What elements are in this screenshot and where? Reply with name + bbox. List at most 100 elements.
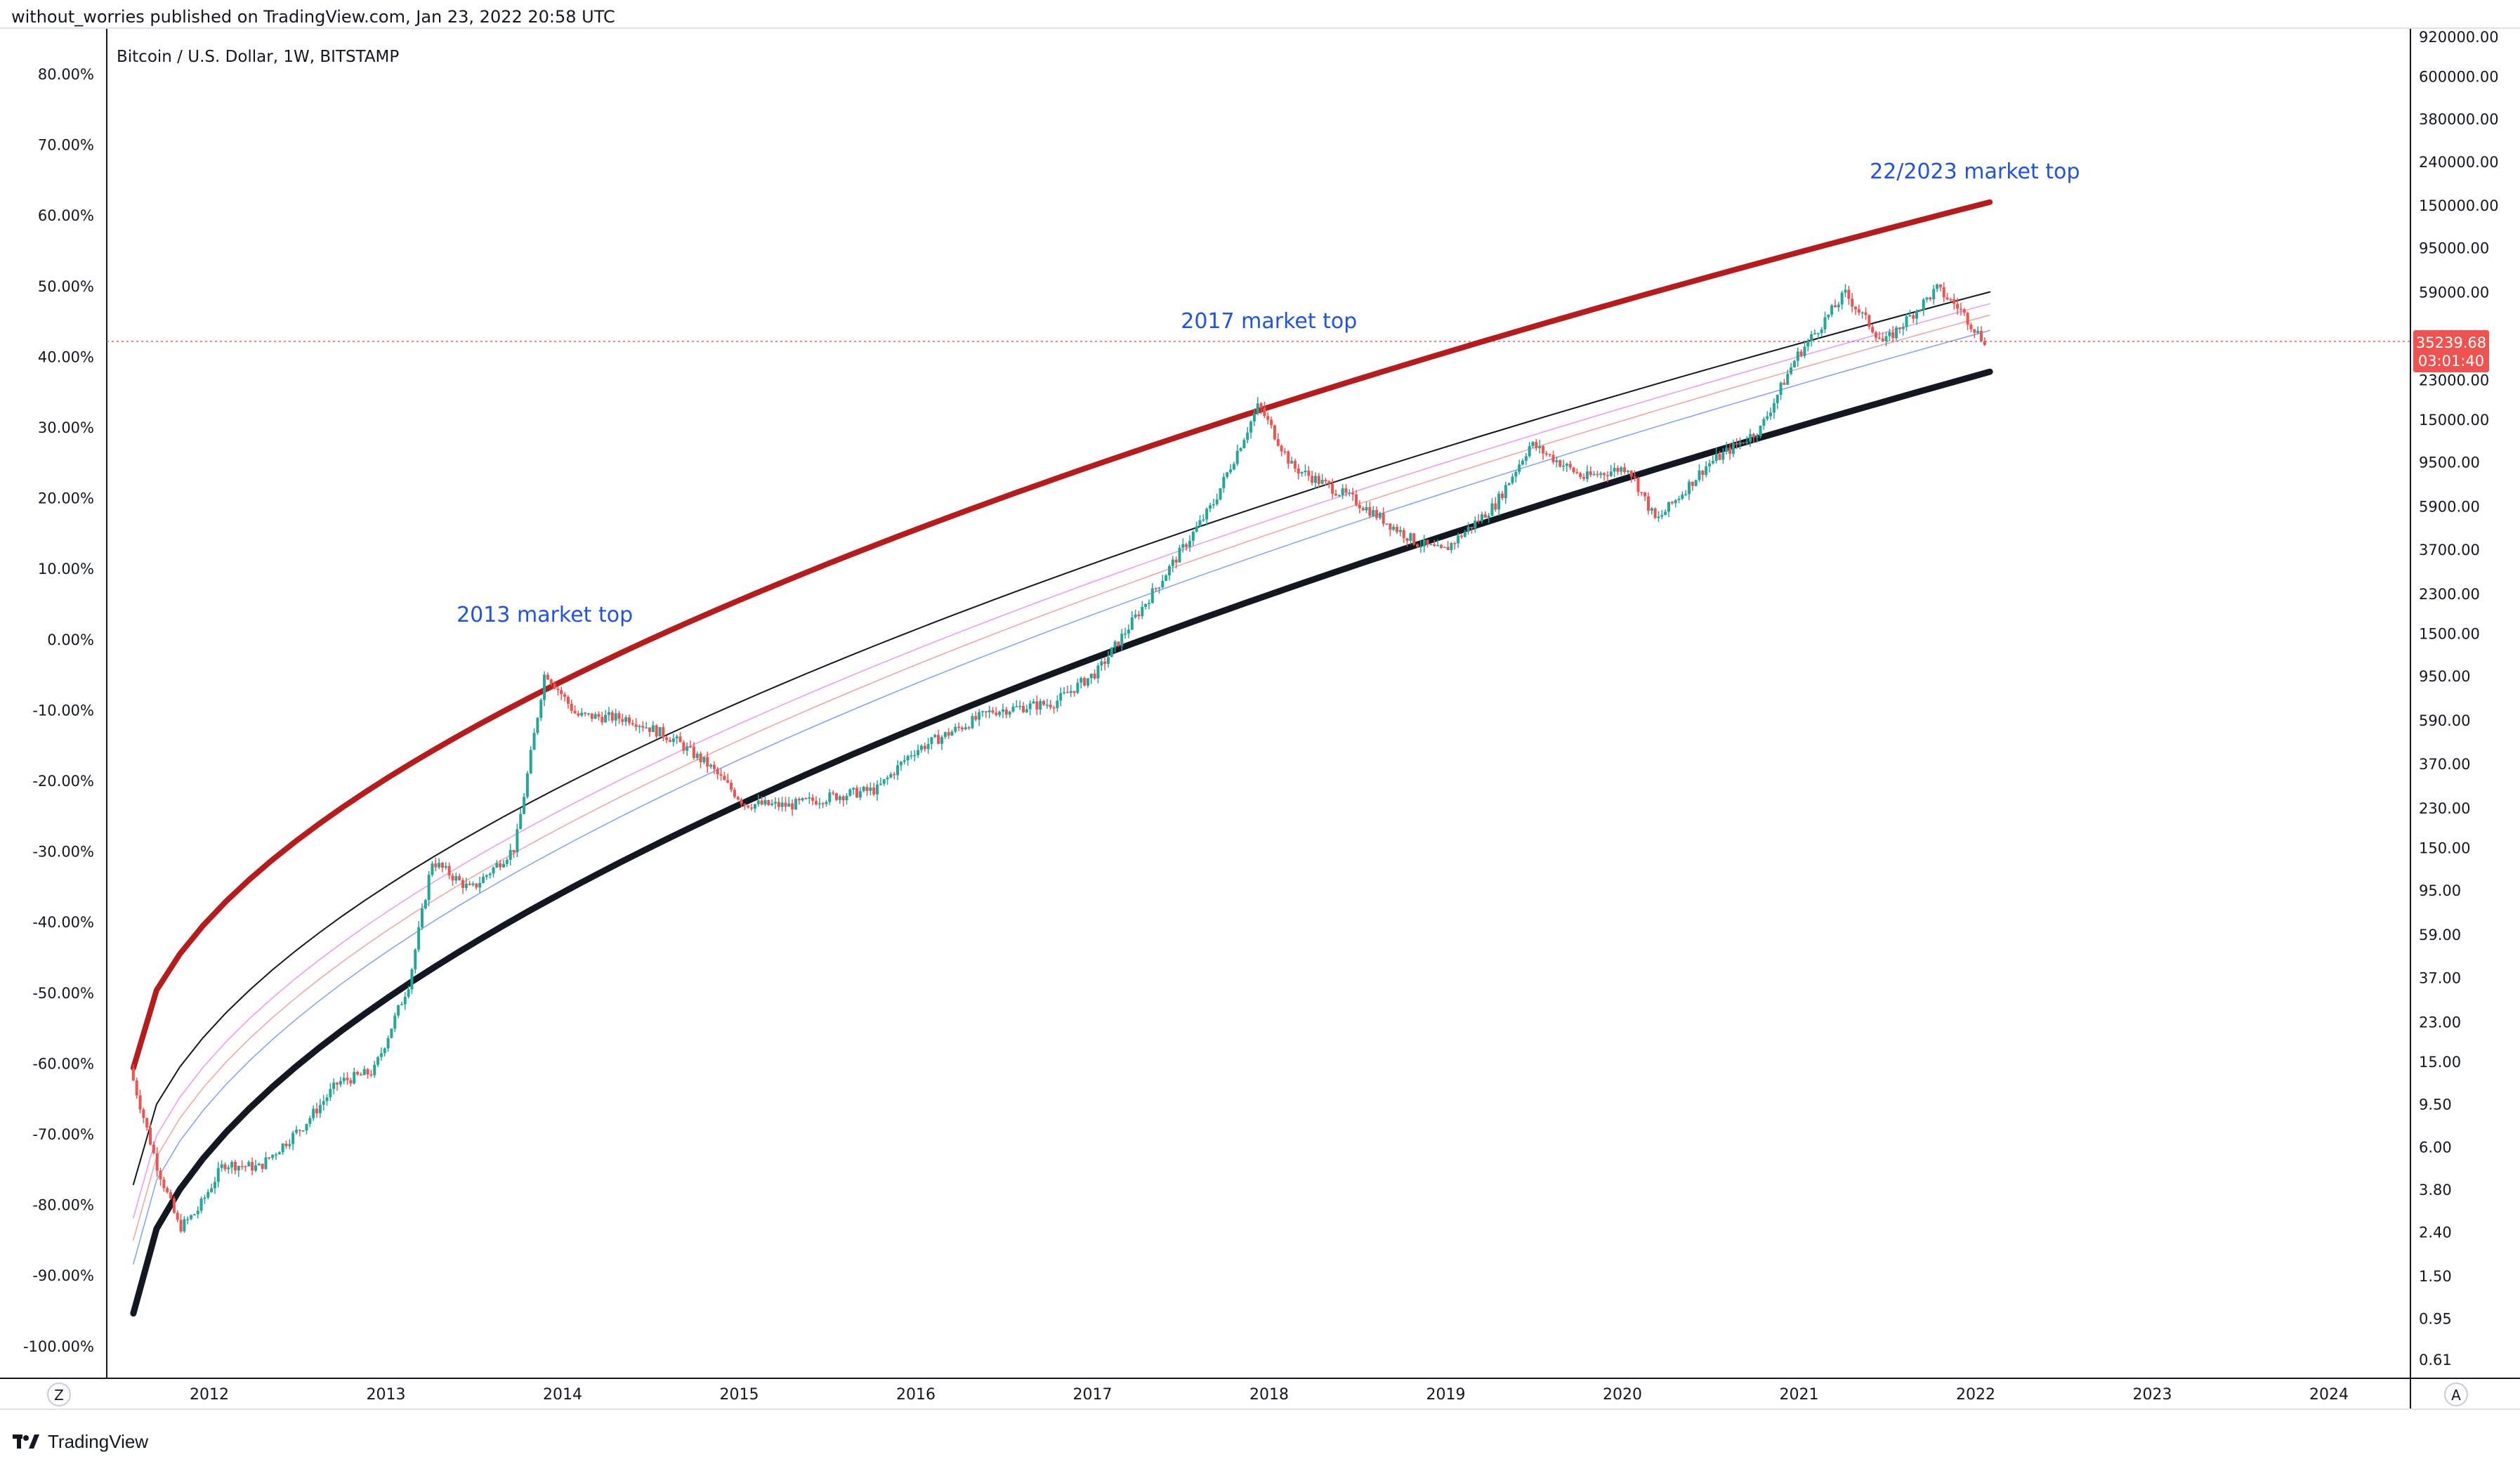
candle-body: [166, 1188, 169, 1193]
candle-body: [1313, 476, 1317, 483]
candle-body: [1178, 547, 1181, 563]
candle-body: [974, 716, 978, 720]
candle-body: [1273, 425, 1276, 440]
candle-body: [1093, 673, 1096, 679]
candle-body: [1698, 470, 1701, 481]
candle-body: [852, 787, 855, 790]
candle-body: [1124, 633, 1127, 635]
candle-body: [277, 1152, 281, 1155]
candle-body: [1830, 305, 1834, 315]
candle-body: [577, 713, 580, 716]
tradingview-logo-icon: [13, 1434, 39, 1449]
candle-body: [410, 969, 414, 990]
price-axis-tick: 920000.00: [2419, 29, 2499, 46]
candle-body: [1429, 544, 1433, 546]
candle-body: [1463, 532, 1466, 537]
time-axis-tick: 2012: [190, 1386, 229, 1404]
candle-body: [1629, 471, 1633, 477]
candle-body: [431, 863, 434, 875]
candle-body: [1966, 313, 1969, 325]
percent-axis-tick: 10.00%: [38, 561, 94, 577]
candle-body: [1599, 473, 1603, 476]
candle-body: [1157, 587, 1161, 589]
candle-body: [1028, 703, 1032, 710]
candle-body: [1585, 471, 1589, 479]
candle-body: [1008, 711, 1011, 715]
candle-body: [964, 727, 967, 730]
candle-body: [1018, 705, 1022, 707]
candle-body: [804, 798, 808, 799]
candle-body: [1480, 514, 1483, 521]
candle-body: [1582, 477, 1586, 479]
candle-body: [1466, 526, 1470, 532]
candle-body: [172, 1198, 176, 1213]
candle-body: [1212, 504, 1215, 506]
candle-body: [662, 727, 665, 738]
candle-body: [1361, 508, 1365, 511]
candle-body: [1511, 476, 1514, 483]
candle-body: [835, 793, 839, 800]
candle-body: [1901, 327, 1905, 329]
candle-body: [261, 1163, 264, 1169]
candle-body: [356, 1071, 360, 1075]
candle-body: [1120, 634, 1124, 646]
tradingview-brand[interactable]: TradingView: [13, 1427, 148, 1456]
candle-body: [203, 1197, 206, 1199]
candle-body: [1857, 309, 1861, 313]
candle-body: [1609, 471, 1613, 476]
candle-body: [1300, 472, 1304, 474]
candle-body: [1891, 332, 1895, 339]
price-axis-tick: 1.50: [2419, 1268, 2452, 1285]
candle-body: [1416, 544, 1419, 547]
candle-body: [1324, 479, 1327, 482]
candle-body: [1304, 471, 1307, 473]
candle-body: [604, 714, 608, 723]
candle-body: [794, 799, 797, 810]
candle-body: [451, 875, 454, 881]
candle-body: [570, 703, 573, 711]
candle-body: [1141, 606, 1144, 617]
candle-body: [155, 1153, 159, 1171]
candle-body: [346, 1078, 349, 1080]
auto-scale-toggle-right[interactable]: A: [2444, 1383, 2468, 1406]
candle-body: [648, 727, 652, 732]
time-axis-tick: 2020: [1603, 1386, 1642, 1404]
time-axis-tick: 2016: [896, 1386, 936, 1404]
candle-body: [1144, 603, 1148, 607]
candle-body: [1640, 492, 1643, 493]
candle-body: [1979, 330, 1983, 341]
candle-body: [1011, 706, 1015, 712]
candle-body: [998, 712, 1002, 715]
percent-axis-tick: 0.00%: [47, 632, 94, 648]
candle-body: [532, 733, 536, 750]
candle-body: [706, 757, 709, 767]
candle-body: [1868, 315, 1871, 327]
candle-body: [1317, 476, 1320, 484]
candle-body: [821, 803, 825, 804]
candle-body: [1487, 516, 1490, 518]
candle-body: [1276, 439, 1280, 446]
candle-body: [967, 727, 971, 728]
candle-body: [671, 738, 675, 743]
price-axis-tick: 15000.00: [2419, 412, 2489, 429]
candle-body: [1195, 526, 1198, 532]
candle-body: [685, 746, 689, 751]
candle-body: [1969, 325, 1973, 329]
candle-body: [1069, 691, 1072, 693]
candle-body: [563, 694, 567, 697]
candle-body: [162, 1179, 166, 1189]
candle-body: [1320, 479, 1324, 484]
candle-body: [1772, 403, 1776, 413]
candle-body: [159, 1170, 162, 1179]
candle-body: [1853, 306, 1857, 310]
time-axis-tick: 2013: [367, 1386, 406, 1404]
candle-body: [797, 799, 801, 801]
candle-body: [937, 735, 940, 744]
candle-body: [733, 790, 736, 797]
candle-body: [1453, 542, 1457, 544]
candle-body: [978, 712, 981, 720]
candle-body: [566, 696, 570, 704]
log-scale-toggle-left[interactable]: Z: [47, 1383, 71, 1406]
price-axis-tick: 95.00: [2419, 882, 2461, 899]
